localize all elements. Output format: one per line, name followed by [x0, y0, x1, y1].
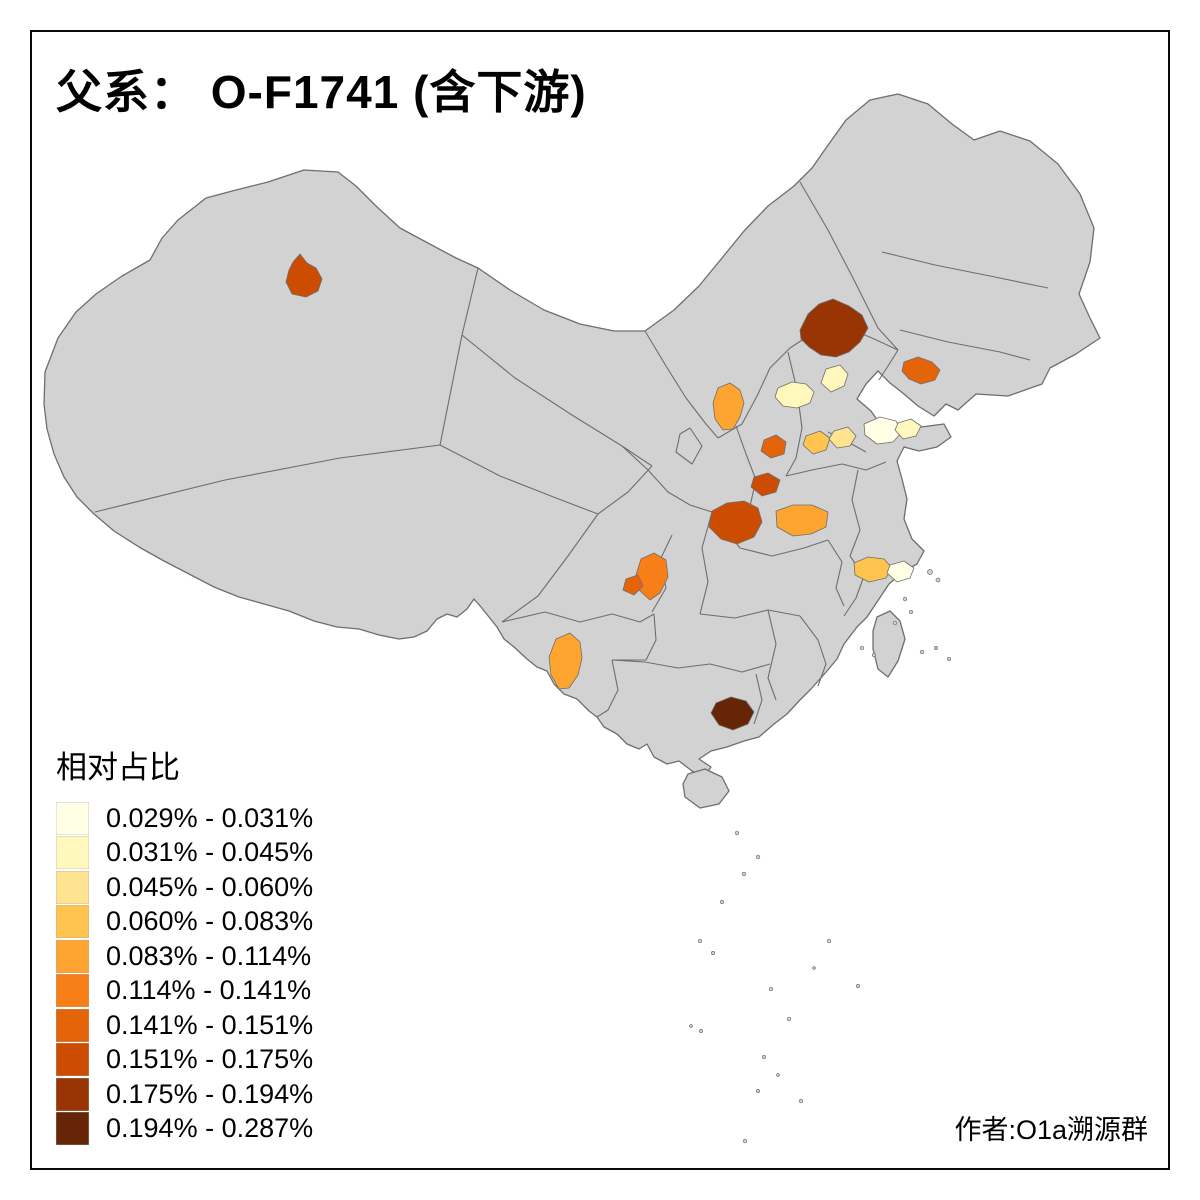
legend-swatch [56, 1008, 89, 1042]
legend-item: 0.060% - 0.083% [56, 905, 313, 940]
highlight-regions [285, 253, 941, 731]
legend-swatch [56, 836, 89, 870]
attribution: 作者:O1a溯源群 [954, 1115, 1148, 1145]
legend-item: 0.151% - 0.175% [56, 1043, 313, 1078]
legend-item-label: 0.083% - 0.114% [106, 940, 312, 971]
highlight-region-yunnan [548, 632, 583, 690]
highlight-region-shanxi [712, 382, 745, 431]
highlight-region-hebei-west [774, 381, 815, 409]
legend-title: 相对占比 [56, 750, 180, 785]
page-title: 父系： O-F1741 (含下游) [56, 66, 587, 118]
legend-swatch-color [56, 1008, 89, 1042]
south-china-sea-islands [689, 569, 951, 1144]
highlight-region-south-shaanxi [708, 500, 763, 545]
highlight-region-west-henan [750, 472, 781, 497]
legend-item-label: 0.141% - 0.151% [106, 1009, 314, 1040]
legend: 相对占比 0.029% - 0.031% 0.031% - 0.045% 0.0… [56, 742, 313, 1146]
legend-swatch-color [56, 870, 89, 904]
highlight-region-north-hebei [799, 298, 869, 358]
highlight-region-shanghai [886, 560, 915, 583]
legend-item-label: 0.151% - 0.175% [106, 1044, 314, 1075]
legend-item: 0.045% - 0.060% [56, 870, 313, 905]
highlight-region-shandong-peninsula-b [894, 418, 922, 440]
legend-swatch [56, 1077, 89, 1111]
taiwan-island-shape [872, 610, 906, 678]
legend-swatch-color [56, 974, 89, 1008]
legend-item-label: 0.114% - 0.141% [106, 975, 312, 1006]
legend-item: 0.031% - 0.045% [56, 836, 313, 871]
land-shapes [43, 93, 1101, 809]
legend-item-label: 0.045% - 0.060% [106, 871, 314, 902]
highlight-region-liaoning [901, 356, 941, 385]
legend-swatch [56, 974, 89, 1008]
legend-item-label: 0.175% - 0.194% [106, 1078, 314, 1109]
legend-item: 0.083% - 0.114% [56, 939, 313, 974]
legend-item: 0.175% - 0.194% [56, 1077, 313, 1112]
legend-swatch [56, 801, 89, 835]
highlight-region-hebei-east [820, 364, 849, 393]
legend-swatch [56, 870, 89, 904]
legend-item-label: 0.031% - 0.045% [106, 837, 314, 868]
legend-swatch-color [56, 939, 89, 973]
highlight-region-south-shanxi [760, 434, 787, 459]
legend-swatch-color [56, 905, 89, 939]
legend-item: 0.114% - 0.141% [56, 974, 313, 1009]
legend-swatch [56, 1043, 89, 1077]
legend-swatch-color [56, 1043, 89, 1077]
legend-swatch [56, 939, 89, 973]
legend-item: 0.141% - 0.151% [56, 1008, 313, 1043]
legend-swatch-color [56, 1112, 89, 1146]
legend-swatch-color [56, 1077, 89, 1111]
highlight-region-west-shandong [828, 426, 857, 449]
highlight-region-south-hebei [802, 430, 831, 455]
highlight-region-guangxi [710, 696, 755, 731]
legend-item: 0.029% - 0.031% [56, 801, 313, 836]
legend-swatch [56, 905, 89, 939]
legend-item-label: 0.029% - 0.031% [106, 802, 314, 833]
legend-item: 0.194% - 0.287% [56, 1112, 313, 1147]
legend-item-label: 0.194% - 0.287% [106, 1113, 314, 1144]
highlight-region-chongqing-west [622, 574, 644, 596]
highlight-region-henan [775, 504, 829, 537]
legend-swatch-color [56, 801, 89, 835]
legend-swatch-color [56, 836, 89, 870]
legend-swatch [56, 1112, 89, 1146]
legend-item-label: 0.060% - 0.083% [106, 906, 314, 937]
hainan-island-shape [682, 768, 730, 809]
highlight-region-xinjiang [285, 253, 323, 298]
highlight-region-shandong-peninsula-a [863, 416, 903, 445]
